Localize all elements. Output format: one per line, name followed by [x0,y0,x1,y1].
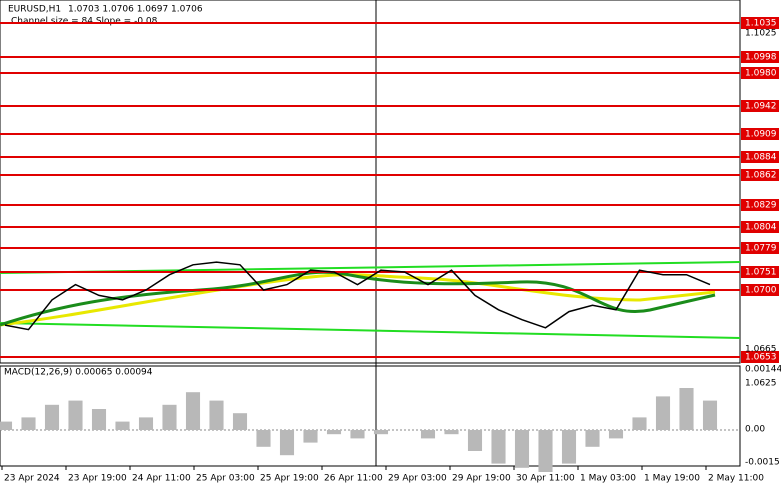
level-label: 1.0779 [745,244,777,254]
macd-bar [608,430,624,439]
price-panel [0,0,741,364]
symbol: EURUSD,H1 [8,5,61,15]
time-label: 2 May 11:00 [708,474,764,484]
level-label: 1.0942 [745,102,777,112]
level-label: 1.0980 [745,69,777,79]
level-tag [741,51,779,63]
level-tag [741,242,779,254]
level-tag [741,128,779,140]
time-label: 25 Apr 19:00 [260,474,319,484]
price-tick: 1.0625 [745,379,777,389]
level-tag [741,151,779,163]
macd-label: MACD(12,26,9) 0.00065 0.00094 [4,368,153,378]
macd-bar [0,421,13,430]
macd-bar [420,430,436,439]
macd-bar [185,392,201,430]
time-label: 29 Apr 03:00 [388,474,447,484]
level-label: 1.0862 [745,171,777,181]
level-tag [741,284,779,296]
level-tag [741,199,779,211]
price-line [4,261,711,331]
level-label: 1.0998 [745,53,777,63]
time-label: 25 Apr 03:00 [196,474,255,484]
level-tag [741,221,779,233]
macd-bar [303,430,318,443]
level-tag [741,266,779,278]
macd-bar [279,430,295,456]
level-tag [741,100,779,112]
macd-bar [373,430,389,435]
level-label: 1.0653 [745,353,777,363]
macd-bar [467,430,483,451]
macd-bar [21,417,36,430]
ohlc: 1.0703 1.0706 1.0697 1.0706 [68,5,203,15]
level-label: 1.0804 [745,223,777,233]
time-label: 24 Apr 11:00 [132,474,191,484]
macd-bar [326,430,342,435]
time-label: 30 Apr 11:00 [516,474,575,484]
level-tag [741,17,779,29]
macd-bar [585,430,600,447]
macd-tick: -0.0015 [745,458,780,468]
macd-bar [68,400,83,430]
macd-bar [561,430,577,464]
level-label: 1.0884 [745,153,777,163]
macd-bar [444,430,459,435]
level-label: 1.1035 [745,19,777,29]
macd-tick: 0.00 [745,425,765,435]
macd-bar [232,413,248,430]
macd-tick: 0.00144 [745,365,781,375]
time-label: 23 Apr 19:00 [68,474,127,484]
macd-bar [632,417,647,430]
macd-bar [655,396,671,430]
macd-bar [702,400,718,430]
macd-bar [679,388,694,430]
macd-panel [0,365,741,467]
level-label: 1.0909 [745,130,777,140]
macd-bar [138,417,154,430]
channel-bottom [0,322,741,339]
macd-bar [538,430,553,472]
macd-bar [514,430,530,468]
macd-bar [91,409,107,430]
time-label: 26 Apr 11:00 [324,474,383,484]
level-label: 1.0829 [745,201,777,211]
level-tag [741,169,779,181]
time-label: 1 May 19:00 [644,474,700,484]
level-label: 1.0700 [745,286,777,296]
time-label: 1 May 03:00 [580,474,636,484]
level-label: 1.0751 [745,268,777,278]
time-label: 23 Apr 2024 [4,474,60,484]
macd-bar [491,430,506,464]
level-tag [741,351,779,363]
macd-bar [115,421,130,430]
macd-bar [162,404,177,430]
macd-bar [209,400,224,430]
price-tick: 1.1025 [745,29,777,39]
price-tick: 1.0665 [745,345,777,355]
macd-bar [44,404,60,430]
macd-bar [350,430,365,439]
time-label: 29 Apr 19:00 [452,474,511,484]
macd-bar [256,430,271,447]
level-tag [741,67,779,79]
channel-info: Channel size = 84 Slope = -0.08 [11,17,158,27]
